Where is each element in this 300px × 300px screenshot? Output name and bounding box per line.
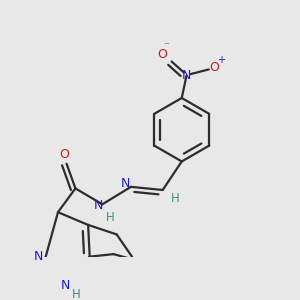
Text: O: O (59, 148, 69, 161)
Text: H: H (72, 288, 81, 300)
Text: N: N (94, 200, 103, 212)
Text: ⁻: ⁻ (163, 41, 169, 51)
Text: N: N (121, 177, 130, 190)
Text: H: H (170, 192, 179, 206)
Text: +: + (218, 55, 225, 65)
Text: O: O (157, 48, 167, 61)
Text: N: N (182, 69, 191, 82)
Text: O: O (209, 61, 219, 74)
Text: N: N (34, 250, 43, 263)
Text: H: H (106, 211, 115, 224)
Text: N: N (61, 279, 70, 292)
